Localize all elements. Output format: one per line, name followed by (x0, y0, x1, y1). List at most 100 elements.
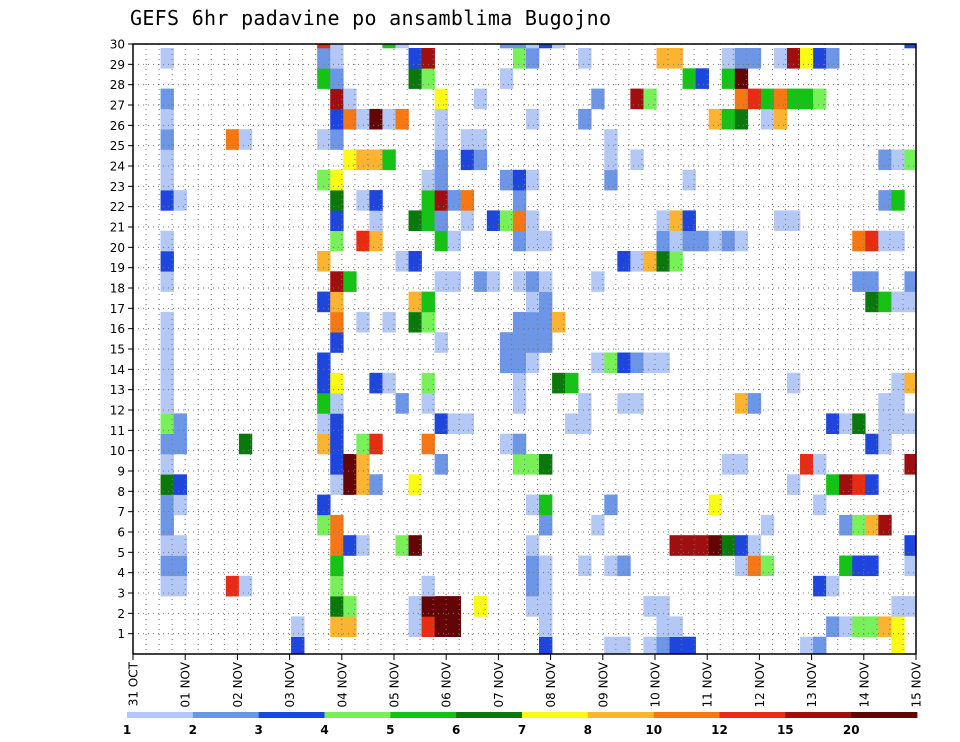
heatmap-cell (369, 190, 383, 211)
heatmap-cell (656, 636, 670, 655)
heatmap-cell (682, 169, 696, 191)
heatmap-cell (617, 352, 631, 374)
colorbar-label: 3 (255, 723, 263, 737)
heatmap-cell (865, 433, 879, 455)
heatmap-cell (330, 596, 344, 617)
heatmap-cell (395, 108, 409, 130)
heatmap-cell (878, 149, 892, 171)
heatmap-cell (160, 129, 174, 150)
heatmap-cell (343, 596, 357, 617)
heatmap-cell (695, 230, 709, 252)
heatmap-cell (317, 251, 331, 272)
heatmap-cell (721, 535, 736, 556)
heatmap-cell (839, 514, 853, 536)
y-tick-label: 24 (110, 160, 125, 174)
heatmap-cell (408, 474, 422, 495)
heatmap-cell (695, 535, 709, 556)
heatmap-cell (512, 311, 527, 333)
heatmap-cell (813, 48, 827, 69)
heatmap-cell (813, 494, 827, 516)
heatmap-cell (460, 210, 475, 231)
heatmap-cell (865, 514, 879, 536)
colorbar-label: 20 (843, 723, 860, 737)
heatmap-cell (356, 149, 370, 171)
heatmap-cell (330, 291, 344, 313)
heatmap-cell (565, 413, 579, 434)
heatmap-cell (878, 616, 892, 637)
heatmap-cell (421, 169, 435, 191)
heatmap-cell (460, 129, 475, 150)
heatmap-cell (865, 474, 879, 495)
heatmap-cell (539, 291, 553, 313)
heatmap-cell (904, 271, 917, 292)
heatmap-cell (512, 210, 527, 231)
heatmap-cell (656, 616, 670, 637)
x-tick-label: 05 NOV (388, 661, 402, 707)
heatmap-cell (525, 555, 540, 577)
heatmap-cell (160, 332, 174, 353)
heatmap-cell (760, 514, 775, 536)
colorbar-label: 1 (123, 723, 131, 737)
heatmap-cell (891, 190, 905, 211)
heatmap-cell (786, 372, 801, 394)
colorbar-segment (456, 712, 523, 718)
heatmap-cell (525, 454, 540, 475)
heatmap-cell (408, 251, 422, 272)
heatmap-cell (525, 271, 540, 292)
heatmap-cell (773, 48, 788, 69)
heatmap-cell (512, 372, 527, 394)
heatmap-cell (434, 88, 448, 110)
heatmap-cell (160, 169, 174, 191)
heatmap-cell (604, 149, 618, 171)
heatmap-cell (891, 372, 905, 394)
y-axis-ticks: 1234567891011121314151617181920212223242… (110, 38, 133, 641)
heatmap-cell (539, 494, 553, 516)
heatmap-cell (330, 555, 344, 577)
heatmap-cell (173, 555, 187, 577)
y-tick-label: 21 (110, 221, 125, 235)
heatmap-cell (434, 210, 448, 231)
heatmap-cell (734, 555, 749, 577)
heatmap-cell (891, 393, 905, 414)
heatmap-cell (330, 372, 344, 394)
x-tick-label: 02 NOV (231, 661, 245, 707)
heatmap-cell (604, 352, 618, 374)
x-tick-label: 15 NOV (910, 661, 924, 707)
heatmap-cell (343, 88, 357, 110)
heatmap-cell (786, 88, 801, 110)
heatmap-cell (173, 575, 187, 597)
heatmap-cell (721, 48, 736, 69)
heatmap-cell (852, 514, 866, 536)
heatmap-cell (669, 251, 683, 272)
heatmap-cell (630, 251, 644, 272)
heatmap-cell (852, 474, 866, 495)
heatmap-cell (330, 108, 344, 130)
heatmap-cell (734, 454, 749, 475)
heatmap-cell (499, 332, 514, 353)
heatmap-cell (669, 230, 683, 252)
heatmap-cells (160, 44, 917, 655)
heatmap-cell (512, 44, 527, 49)
heatmap-cell (708, 230, 723, 252)
heatmap-cell (173, 535, 187, 556)
colorbar-segment (324, 712, 391, 718)
heatmap-cell (878, 230, 892, 252)
heatmap-cell (878, 190, 892, 211)
heatmap-cell (408, 311, 422, 333)
y-tick-label: 14 (110, 363, 125, 377)
y-tick-label: 4 (117, 566, 125, 580)
y-tick-label: 26 (110, 119, 125, 133)
heatmap-cell (434, 129, 448, 150)
heatmap-cell (904, 149, 917, 171)
heatmap-cell (434, 616, 448, 637)
heatmap-cell (578, 413, 592, 434)
heatmap-cell (891, 413, 905, 434)
heatmap-cell (382, 149, 396, 171)
heatmap-cell (330, 616, 344, 637)
heatmap-cell (656, 352, 670, 374)
heatmap-cell (356, 311, 370, 333)
heatmap-cell (291, 636, 305, 655)
heatmap-cell (317, 68, 331, 89)
colorbar-label: 4 (320, 723, 328, 737)
